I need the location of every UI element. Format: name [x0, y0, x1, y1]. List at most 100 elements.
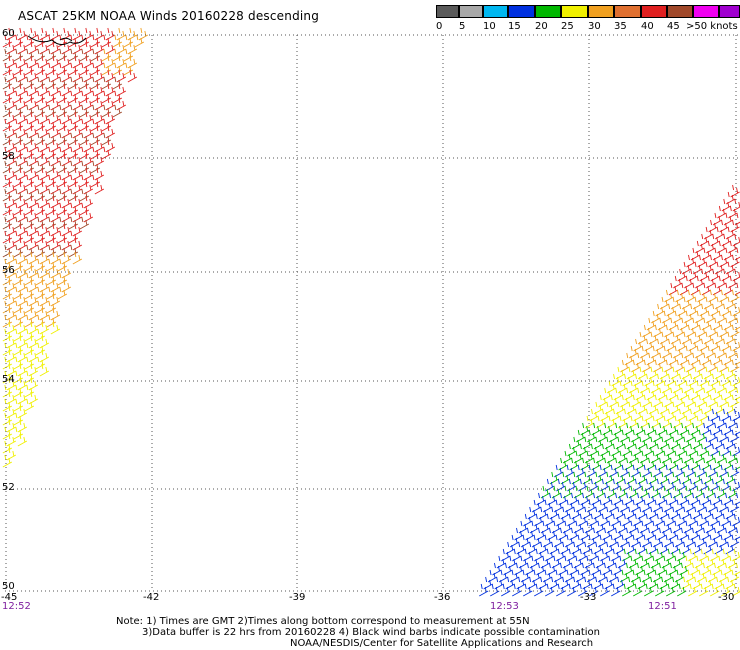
- wind-barb: [13, 300, 24, 314]
- wind-barb: [46, 202, 57, 216]
- legend-swatch-12: [719, 5, 740, 18]
- wind-barb: [39, 223, 50, 237]
- wind-barb: [13, 328, 24, 342]
- wind-barb: [68, 118, 79, 132]
- wind-barb: [13, 230, 24, 244]
- wind-barb: [545, 583, 555, 597]
- wind-barb: [101, 104, 112, 118]
- legend-swatch-11: [693, 5, 719, 18]
- wind-barb: [57, 188, 68, 202]
- wind-barb: [24, 314, 35, 328]
- wind-barb: [39, 209, 50, 223]
- wind-barb: [17, 293, 28, 307]
- wind-barb: [72, 55, 83, 69]
- lat-label-56: 56: [2, 265, 15, 276]
- wind-barb: [35, 342, 46, 356]
- wind-barb: [46, 174, 57, 188]
- wind-barb: [90, 160, 101, 174]
- wind-barb: [50, 167, 61, 181]
- wind-barb: [39, 363, 50, 377]
- legend-label-5: 5: [459, 21, 466, 32]
- wind-barb: [6, 293, 17, 307]
- wind-barb: [28, 321, 39, 335]
- wind-barb: [28, 139, 39, 153]
- wind-barb: [39, 139, 50, 153]
- wind-barb: [24, 104, 35, 118]
- wind-barb: [2, 118, 13, 132]
- wind-barb: [72, 125, 83, 139]
- wind-barb: [101, 62, 112, 76]
- wind-barb: [24, 272, 35, 286]
- wind-barb: [35, 272, 46, 286]
- wind-barb: [68, 90, 79, 104]
- wind-barb: [101, 34, 112, 48]
- wind-barb: [61, 83, 72, 97]
- wind-barb: [6, 447, 17, 461]
- wind-barb: [24, 398, 35, 412]
- wind-barb: [24, 146, 35, 160]
- wind-barb: [28, 391, 39, 405]
- wind-barb: [79, 118, 90, 132]
- wind-barb: [17, 307, 28, 321]
- wind-barb: [13, 146, 24, 160]
- wind-barb: [17, 27, 28, 41]
- lat-label-60: 60: [2, 28, 15, 39]
- wind-barb: [2, 160, 13, 174]
- wind-barb: [17, 83, 28, 97]
- wind-barb: [2, 48, 13, 62]
- wind-barb: [57, 118, 68, 132]
- wind-barb: [50, 293, 61, 307]
- wind-barb: [39, 237, 50, 251]
- wind-barb: [46, 160, 57, 174]
- wind-barb: [17, 265, 28, 279]
- wind-barb: [94, 125, 105, 139]
- wind-barb: [28, 279, 39, 293]
- wind-barb: [57, 160, 68, 174]
- wind-barb: [734, 247, 740, 261]
- wind-barb: [2, 90, 13, 104]
- wind-barb: [61, 209, 72, 223]
- wind-barb: [24, 300, 35, 314]
- wind-barb: [2, 300, 13, 314]
- wind-barb: [28, 251, 39, 265]
- wind-barb: [57, 258, 68, 272]
- wind-barb: [734, 457, 740, 471]
- wind-barb: [39, 69, 50, 83]
- wind-barb: [13, 132, 24, 146]
- wind-barb: [90, 90, 101, 104]
- wind-barb: [6, 391, 17, 405]
- wind-barb: [46, 188, 57, 202]
- wind-barb: [17, 391, 28, 405]
- wind-barb: [94, 139, 105, 153]
- wind-barb: [6, 335, 17, 349]
- wind-barb: [83, 83, 94, 97]
- wind-barb: [24, 342, 35, 356]
- wind-barb: [28, 293, 39, 307]
- wind-barb: [35, 174, 46, 188]
- coastline: [27, 35, 87, 46]
- wind-barb: [39, 41, 50, 55]
- wind-barb: [28, 97, 39, 111]
- wind-barb: [61, 223, 72, 237]
- wind-barb: [138, 27, 149, 41]
- wind-barb: [17, 41, 28, 55]
- wind-barb: [83, 125, 94, 139]
- wind-barb: [35, 62, 46, 76]
- wind-barb: [72, 195, 83, 209]
- wind-barb: [68, 146, 79, 160]
- wind-barb: [28, 307, 39, 321]
- wind-barb: [46, 76, 57, 90]
- legend-label-50-knots: >50 knots: [686, 21, 738, 32]
- wind-barb: [39, 83, 50, 97]
- wind-barb: [72, 237, 83, 251]
- wind-barb: [699, 583, 709, 597]
- wind-barb: [6, 55, 17, 69]
- wind-barb: [72, 27, 83, 41]
- wind-barb: [24, 62, 35, 76]
- wind-barb: [2, 412, 13, 426]
- wind-barb: [2, 216, 13, 230]
- wind-barb: [655, 583, 665, 597]
- wind-barb: [567, 583, 577, 597]
- wind-barb: [35, 258, 46, 272]
